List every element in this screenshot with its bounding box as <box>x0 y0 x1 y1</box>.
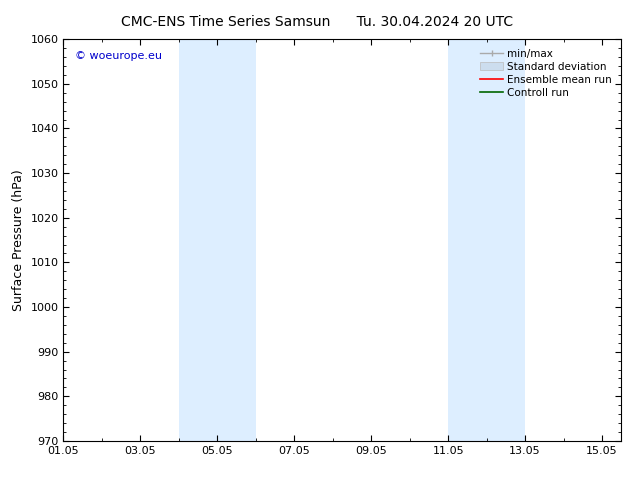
Y-axis label: Surface Pressure (hPa): Surface Pressure (hPa) <box>12 169 25 311</box>
Text: © woeurope.eu: © woeurope.eu <box>75 51 162 61</box>
Text: CMC-ENS Time Series Samsun      Tu. 30.04.2024 20 UTC: CMC-ENS Time Series Samsun Tu. 30.04.202… <box>121 15 513 29</box>
Legend: min/max, Standard deviation, Ensemble mean run, Controll run: min/max, Standard deviation, Ensemble me… <box>476 45 616 102</box>
Bar <box>179 39 256 441</box>
Bar <box>448 39 525 441</box>
